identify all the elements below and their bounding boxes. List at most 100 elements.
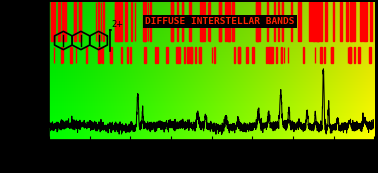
Bar	[103, 2, 104, 41]
Bar	[366, 2, 367, 41]
Bar	[124, 2, 127, 41]
Bar	[191, 47, 192, 63]
Bar	[115, 2, 116, 41]
Bar	[238, 47, 240, 63]
Bar	[353, 2, 355, 41]
Text: 2+: 2+	[112, 20, 124, 29]
Bar	[189, 2, 191, 41]
Bar	[61, 47, 62, 63]
Bar	[267, 2, 268, 41]
Bar	[144, 47, 146, 63]
Bar	[308, 2, 310, 41]
Bar	[234, 47, 235, 63]
Bar	[257, 2, 258, 41]
Y-axis label: Rel. Intensity: Rel. Intensity	[33, 32, 46, 110]
Bar	[79, 2, 80, 41]
Bar	[227, 2, 229, 41]
Bar	[303, 47, 304, 63]
Bar	[187, 47, 189, 63]
Bar	[143, 2, 146, 41]
Bar	[332, 47, 333, 63]
Bar	[268, 47, 269, 63]
Bar	[58, 2, 60, 41]
Bar	[200, 47, 201, 63]
Bar	[358, 47, 359, 63]
Bar	[176, 47, 178, 63]
Bar	[51, 2, 52, 41]
Bar	[102, 47, 103, 63]
Bar	[157, 47, 158, 63]
Bar	[51, 2, 52, 41]
Bar	[354, 47, 355, 63]
Bar	[311, 2, 312, 41]
Bar	[70, 47, 72, 63]
Bar	[321, 2, 322, 41]
Bar	[256, 2, 257, 41]
Bar	[219, 2, 221, 41]
Bar	[177, 2, 178, 41]
Bar	[313, 2, 314, 41]
Bar	[277, 2, 279, 41]
Bar	[331, 47, 332, 63]
Bar	[229, 2, 230, 41]
Bar	[117, 2, 119, 41]
Bar	[325, 2, 327, 41]
Bar	[258, 2, 260, 41]
Bar	[98, 47, 99, 63]
Bar	[127, 47, 129, 63]
Bar	[256, 2, 258, 41]
Bar	[276, 47, 277, 63]
Bar	[274, 2, 276, 41]
Bar	[182, 2, 183, 41]
Bar	[117, 2, 119, 41]
Bar	[190, 47, 192, 63]
Bar	[120, 2, 122, 41]
Bar	[314, 47, 315, 63]
X-axis label: λ / nm: λ / nm	[193, 158, 231, 171]
Bar	[86, 47, 87, 63]
Bar	[74, 2, 75, 41]
Bar	[178, 47, 180, 63]
Bar	[369, 47, 371, 63]
Bar	[313, 2, 316, 41]
Bar	[228, 2, 230, 41]
Bar	[144, 2, 145, 41]
Bar	[53, 2, 55, 41]
Bar	[365, 2, 366, 41]
Bar	[298, 2, 301, 41]
Bar	[225, 2, 226, 41]
Bar	[363, 2, 365, 41]
Bar	[115, 2, 116, 41]
Bar	[291, 2, 292, 41]
Bar	[269, 47, 271, 63]
Bar	[166, 47, 168, 63]
Bar	[333, 2, 334, 41]
Bar	[347, 2, 348, 41]
Bar	[266, 47, 267, 63]
Bar	[184, 47, 186, 63]
Bar	[317, 2, 319, 41]
Bar	[350, 47, 352, 63]
Bar	[253, 47, 254, 63]
Bar	[79, 2, 81, 41]
Bar	[232, 2, 234, 41]
Bar	[110, 47, 112, 63]
Bar	[203, 2, 205, 41]
Bar	[324, 47, 325, 63]
Bar	[62, 47, 63, 63]
Bar	[155, 47, 156, 63]
Bar	[64, 2, 65, 41]
Bar	[98, 2, 99, 41]
Bar	[340, 2, 342, 41]
Bar	[350, 2, 352, 41]
Bar	[201, 2, 203, 41]
Bar	[320, 2, 321, 41]
Bar	[320, 47, 322, 63]
Bar	[370, 2, 372, 41]
Bar	[171, 2, 172, 41]
Bar	[316, 2, 319, 41]
Bar	[74, 2, 76, 41]
Bar	[80, 2, 81, 41]
Bar	[359, 2, 362, 41]
Bar	[130, 2, 132, 41]
